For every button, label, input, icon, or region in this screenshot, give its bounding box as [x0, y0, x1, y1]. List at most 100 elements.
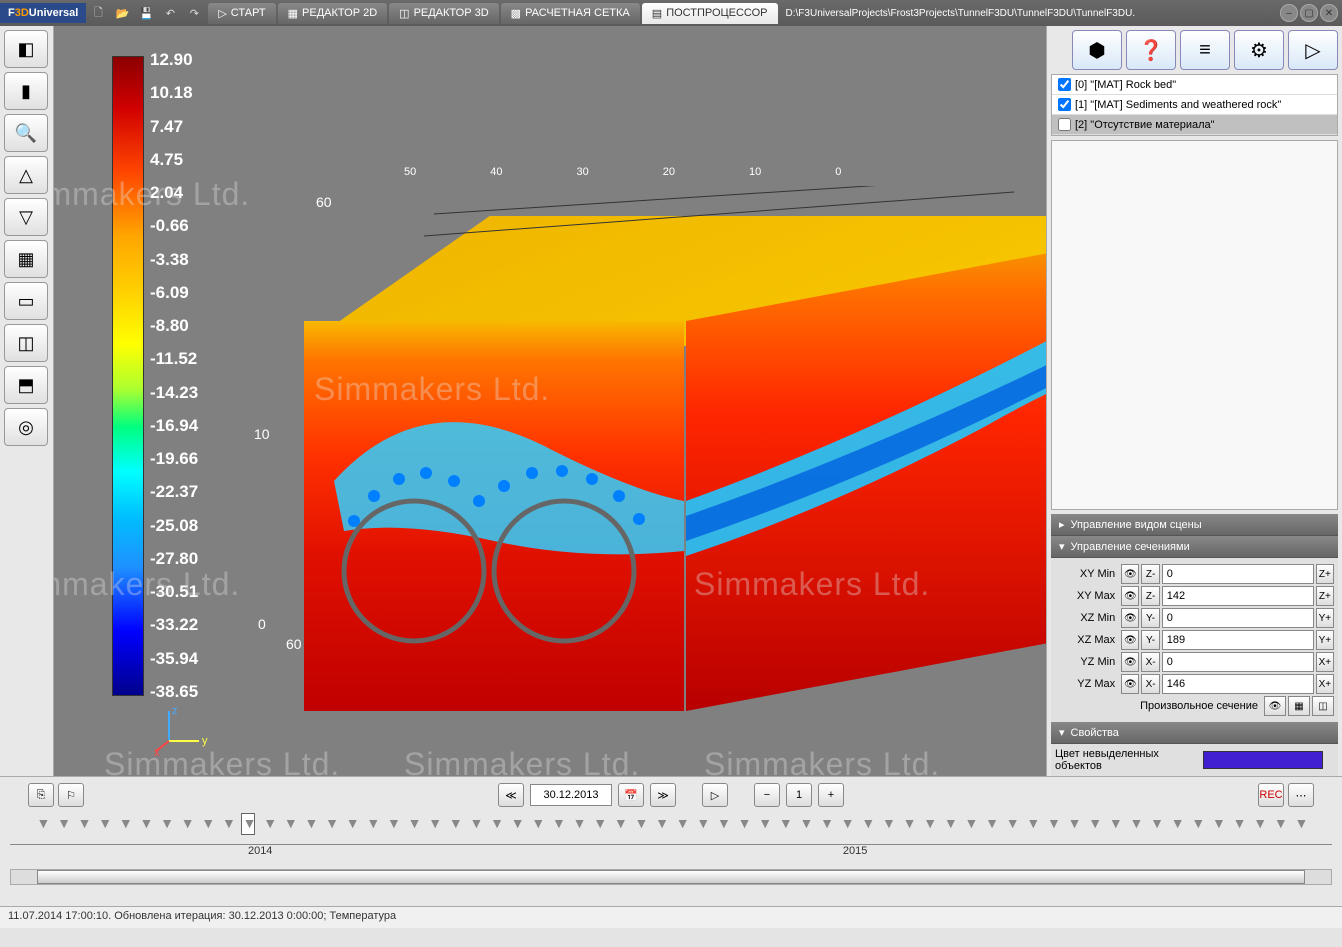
save-file-icon[interactable]: 💾 — [135, 3, 157, 23]
section-minus-button[interactable]: Z- — [1141, 586, 1159, 606]
timeline-tick: ▼ — [201, 815, 215, 831]
close-button[interactable]: ✕ — [1320, 4, 1338, 22]
visibility-toggle[interactable]: 👁 — [1121, 564, 1139, 584]
material-item[interactable]: [1] "[MAT] Sediments and weathered rock" — [1052, 95, 1337, 115]
contour-icon[interactable]: ◎ — [4, 408, 48, 446]
arbitrary-tool-1[interactable]: ▦ — [1288, 696, 1310, 716]
section-value-input[interactable] — [1162, 630, 1314, 650]
section-icon[interactable]: ⬒ — [4, 366, 48, 404]
visibility-toggle[interactable]: 👁 — [1121, 630, 1139, 650]
timeline-scrollbar[interactable] — [10, 869, 1332, 885]
visibility-toggle[interactable]: 👁 — [1264, 696, 1286, 716]
statusbar: 11.07.2014 17:00:10. Обновлена итерация:… — [0, 906, 1342, 928]
timeline-date-input[interactable] — [530, 784, 612, 806]
timeline-flag-icon[interactable]: ⚐ — [58, 783, 84, 807]
timeline-tick: ▼ — [964, 815, 978, 831]
minimize-button[interactable]: – — [1280, 4, 1298, 22]
plane-icon[interactable]: ▭ — [4, 282, 48, 320]
material-item[interactable]: [2] "Отсутствие материала" — [1052, 115, 1337, 135]
redo-icon[interactable]: ↷ — [183, 3, 205, 23]
accordion-sections[interactable]: ▾ Управление сечениями — [1051, 536, 1338, 558]
tab-postprocessor[interactable]: ▤ ПОСТПРОЦЕССОР — [642, 3, 778, 24]
tab-mesh[interactable]: ▩ РАСЧЕТНАЯ СЕТКА — [501, 3, 640, 24]
material-checkbox[interactable] — [1058, 78, 1071, 91]
visibility-toggle[interactable]: 👁 — [1121, 652, 1139, 672]
more-icon[interactable]: ⋯ — [1288, 783, 1314, 807]
timeline-tick: ▼ — [490, 815, 504, 831]
undo-icon[interactable]: ↶ — [159, 3, 181, 23]
timeline-tick: ▼ — [140, 815, 154, 831]
axis-ticks-top: 50 40 30 20 10 0 — [404, 166, 841, 178]
timeline-tick: ▼ — [1026, 815, 1040, 831]
material-checkbox[interactable] — [1058, 98, 1071, 111]
materials-icon[interactable]: ⬢ — [1072, 30, 1122, 70]
section-plus-button[interactable]: X+ — [1316, 652, 1334, 672]
timeline-tick: ▼ — [222, 815, 236, 831]
timeline-export-icon[interactable]: ⎘ — [28, 783, 54, 807]
tab-start[interactable]: ▷ СТАРТ — [208, 3, 275, 24]
triangle-up-icon[interactable]: △ — [4, 156, 48, 194]
material-checkbox[interactable] — [1058, 118, 1071, 131]
section-plus-button[interactable]: Y+ — [1316, 608, 1334, 628]
view-cube-icon[interactable]: ◧ — [4, 30, 48, 68]
timeline-last-button[interactable]: ≫ — [650, 783, 676, 807]
zoom-icon[interactable]: 🔍 — [4, 114, 48, 152]
calendar-icon[interactable]: 📅 — [618, 783, 644, 807]
section-plus-button[interactable]: Z+ — [1316, 586, 1334, 606]
record-icon[interactable]: REC — [1258, 783, 1284, 807]
triangle-down-icon[interactable]: ▽ — [4, 198, 48, 236]
section-value-input[interactable] — [1162, 608, 1314, 628]
scrollbar-thumb[interactable] — [37, 870, 1304, 884]
materials-list: [0] "[MAT] Rock bed" [1] "[MAT] Sediment… — [1051, 74, 1338, 136]
tab-editor-2d[interactable]: ▦ РЕДАКТОР 2D — [278, 3, 388, 24]
section-label: YZ Max — [1055, 678, 1119, 690]
arbitrary-tool-2[interactable]: ◫ — [1312, 696, 1334, 716]
timeline-tick: ▼ — [573, 815, 587, 831]
viewport-3d[interactable]: 12.9010.187.474.752.04-0.66-3.38-6.09-8.… — [54, 26, 1046, 776]
timeline-step-plus[interactable]: + — [818, 783, 844, 807]
visibility-toggle[interactable]: 👁 — [1121, 608, 1139, 628]
section-plus-button[interactable]: Z+ — [1316, 564, 1334, 584]
tab-editor-3d[interactable]: ◫ РЕДАКТОР 3D — [389, 3, 499, 24]
colorbar-value: -30.51 — [150, 582, 198, 602]
material-item[interactable]: [0] "[MAT] Rock bed" — [1052, 75, 1337, 95]
section-value-input[interactable] — [1162, 564, 1314, 584]
settings-icon[interactable]: ⚙ — [1234, 30, 1284, 70]
section-value-input[interactable] — [1162, 652, 1314, 672]
accordion-properties[interactable]: ▾ Свойства — [1051, 722, 1338, 744]
timeline-ticks[interactable]: ▼▼▼▼▼▼▼▼▼▼▼▼▼▼▼▼▼▼▼▼▼▼▼▼▼▼▼▼▼▼▼▼▼▼▼▼▼▼▼▼… — [10, 815, 1332, 845]
section-plus-button[interactable]: X+ — [1316, 674, 1334, 694]
visibility-toggle[interactable]: 👁 — [1121, 674, 1139, 694]
section-value-input[interactable] — [1162, 586, 1314, 606]
section-minus-button[interactable]: Y- — [1141, 630, 1159, 650]
timeline-tick: ▼ — [511, 815, 525, 831]
data-icon[interactable]: ≡ — [1180, 30, 1230, 70]
unselected-color-swatch[interactable] — [1203, 751, 1323, 769]
help-icon[interactable]: ❓ — [1126, 30, 1176, 70]
timeline-tick: ▼ — [614, 815, 628, 831]
section-minus-button[interactable]: Z- — [1141, 564, 1159, 584]
colorbar — [112, 56, 144, 696]
section-minus-button[interactable]: X- — [1141, 674, 1159, 694]
section-minus-button[interactable]: X- — [1141, 652, 1159, 672]
section-minus-button[interactable]: Y- — [1141, 608, 1159, 628]
accordion-scene-view[interactable]: ▸ Управление видом сцены — [1051, 514, 1338, 536]
open-file-icon[interactable]: 📂 — [111, 3, 133, 23]
gizmo-z: z — [172, 706, 178, 717]
timeline-first-button[interactable]: ≪ — [498, 783, 524, 807]
colorbar-value: -11.52 — [150, 349, 198, 369]
section-value-input[interactable] — [1162, 674, 1314, 694]
visibility-toggle[interactable]: 👁 — [1121, 586, 1139, 606]
timeline-play-button[interactable]: ▷ — [702, 783, 728, 807]
timeline-tick: ▼ — [119, 815, 133, 831]
play-icon[interactable]: ▷ — [1288, 30, 1338, 70]
titlebar: F3DUniversal 🗋 📂 💾 ↶ ↷ ▷ СТАРТ ▦ РЕДАКТО… — [0, 0, 1342, 26]
timeline-step-minus[interactable]: − — [754, 783, 780, 807]
section-plus-button[interactable]: Y+ — [1316, 630, 1334, 650]
box-icon[interactable]: ◫ — [4, 324, 48, 362]
color-scale-icon[interactable]: ▮ — [4, 72, 48, 110]
timeline-tick: ▼ — [243, 815, 257, 831]
grid-icon[interactable]: ▦ — [4, 240, 48, 278]
new-file-icon[interactable]: 🗋 — [87, 3, 109, 23]
maximize-button[interactable]: ▢ — [1300, 4, 1318, 22]
